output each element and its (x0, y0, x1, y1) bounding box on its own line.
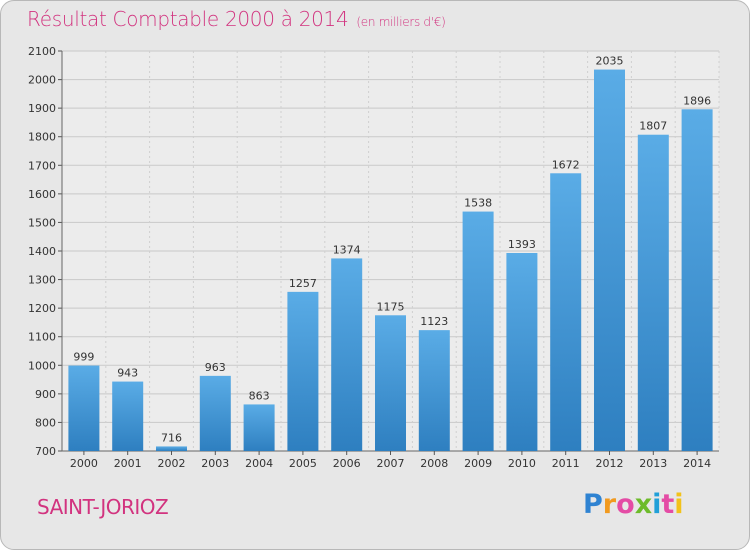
bar (68, 365, 100, 451)
chart-title-text: Résultat Comptable 2000 à 2014 (27, 7, 349, 31)
data-label: 863 (249, 389, 270, 402)
data-label: 716 (161, 431, 182, 444)
x-tick-label: 2006 (333, 457, 361, 470)
data-label: 963 (205, 361, 226, 374)
logo-letter: r (602, 489, 617, 520)
x-tick-label: 2002 (158, 457, 186, 470)
y-tick-label: 1700 (28, 159, 56, 172)
bar (243, 404, 275, 451)
y-tick-label: 900 (35, 388, 56, 401)
chart-subtitle: (en milliers d'€) (356, 15, 446, 29)
x-tick-label: 2005 (289, 457, 317, 470)
x-tick-label: 2004 (245, 457, 273, 470)
y-tick-label: 1600 (28, 188, 56, 201)
y-tick-label: 1900 (28, 102, 56, 115)
bar (375, 315, 406, 451)
data-label: 1123 (420, 315, 448, 328)
bar (112, 381, 144, 451)
proxiti-logo: Proxiti (583, 489, 684, 520)
x-tick-label: 2012 (596, 457, 624, 470)
bar (418, 330, 450, 451)
x-tick-label: 2007 (377, 457, 405, 470)
y-tick-label: 1500 (28, 216, 56, 229)
y-tick-label: 1400 (28, 245, 56, 258)
bar (462, 211, 494, 451)
x-tick-label: 2008 (420, 457, 448, 470)
bar (506, 253, 538, 451)
data-label: 1175 (377, 300, 405, 313)
y-tick-label: 2000 (28, 74, 56, 87)
x-tick-label: 2000 (70, 457, 98, 470)
y-tick-label: 1300 (28, 274, 56, 287)
y-tick-label: 1800 (28, 131, 56, 144)
x-tick-label: 2011 (552, 457, 580, 470)
bar (681, 109, 713, 452)
x-tick-label: 2009 (464, 457, 492, 470)
x-tick-label: 2010 (508, 457, 536, 470)
bar (287, 291, 319, 451)
data-label: 943 (117, 367, 138, 380)
bars: 999 943 716 963 863 1257 1374 1175 1123 1538 1393 1… (68, 55, 713, 452)
data-label: 1896 (683, 94, 711, 107)
bar (331, 258, 363, 451)
x-tick-label: 2003 (201, 457, 229, 470)
data-label: 1538 (464, 197, 492, 210)
data-label: 1374 (333, 243, 361, 256)
bar (637, 134, 669, 451)
x-tick-label: 2001 (114, 457, 142, 470)
x-tick-label: 2014 (683, 457, 711, 470)
commune-name: SAINT-JORIOZ (37, 495, 169, 519)
logo-letter: t (661, 489, 675, 520)
chart-title: Résultat Comptable 2000 à 2014 (en millie… (27, 7, 446, 31)
bar (156, 446, 187, 451)
logo-letter: x (634, 489, 653, 520)
logo-letter: P (583, 489, 603, 520)
y-tick-label: 1100 (28, 331, 56, 344)
y-tick-label: 2100 (28, 45, 56, 58)
bar (199, 375, 231, 451)
data-label: 1257 (289, 277, 317, 290)
bar (550, 173, 582, 452)
y-tick-label: 1200 (28, 302, 56, 315)
data-label: 1393 (508, 238, 536, 251)
logo-letter: o (616, 489, 635, 520)
data-label: 1672 (552, 158, 580, 171)
y-tick-label: 800 (35, 416, 56, 429)
data-label: 999 (73, 351, 94, 364)
y-tick-label: 1000 (28, 359, 56, 372)
logo-letter: i (674, 489, 684, 520)
data-label: 2035 (596, 55, 624, 68)
data-label: 1807 (639, 120, 667, 133)
x-tick-label: 2013 (639, 457, 667, 470)
bar (594, 69, 625, 452)
y-tick-label: 700 (35, 445, 56, 458)
logo-letter: i (652, 489, 662, 520)
